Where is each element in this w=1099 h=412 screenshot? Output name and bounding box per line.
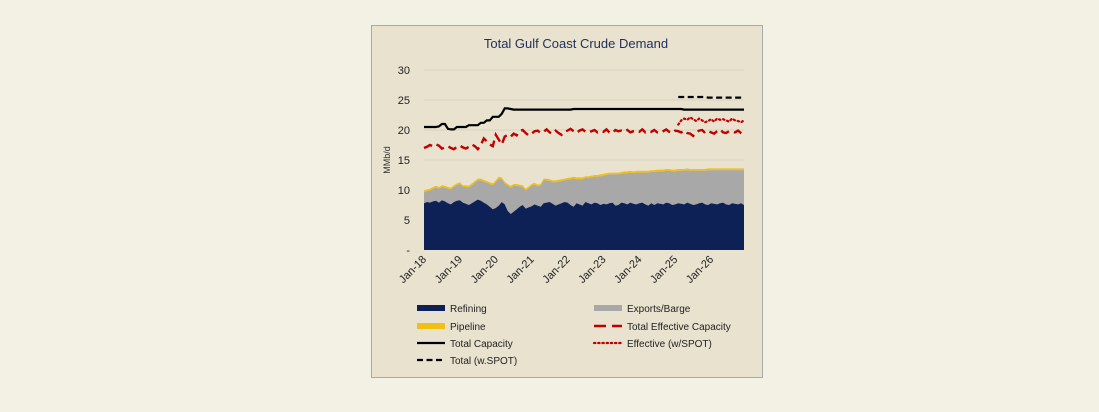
legend-item: Exports/Barge xyxy=(594,304,691,315)
y-tick-label: 25 xyxy=(398,95,410,107)
legend-label: Exports/Barge xyxy=(627,304,691,315)
legend-swatch xyxy=(417,323,445,329)
area-layer xyxy=(424,168,744,250)
legend-item: Total Capacity xyxy=(417,339,513,350)
legend-label: Effective (w/SPOT) xyxy=(627,339,712,350)
y-tick-label: 30 xyxy=(398,65,410,77)
x-tick-label: Jan-25 xyxy=(648,254,680,286)
legend-item: Pipeline xyxy=(417,322,486,333)
legend-label: Refining xyxy=(450,304,487,315)
y-axis-label: MMb/d xyxy=(382,146,392,174)
y-tick-label: 20 xyxy=(398,125,410,137)
x-ticks: Jan-18 Jan-19 Jan-20 Jan-21 Jan-22 Jan-23 Jan-… xyxy=(397,254,716,286)
y-ticks: - 5 10 15 20 25 30 xyxy=(398,65,411,257)
y-tick-label: 5 xyxy=(404,215,410,227)
area-exports-barge xyxy=(424,170,744,214)
x-tick-label: Jan-20 xyxy=(469,254,501,286)
chart-panel: Total Gulf Coast Crude Demand MMb/d - 5 10… xyxy=(371,25,763,378)
legend: Refining Exports/Barge Pipeline Total Effec… xyxy=(417,304,731,367)
line-effective-w-spot- xyxy=(677,116,746,126)
x-tick-label: Jan-19 xyxy=(433,254,465,286)
line-layer xyxy=(423,95,746,152)
chart-title: Total Gulf Coast Crude Demand xyxy=(484,36,668,51)
legend-item: Refining xyxy=(417,304,487,315)
legend-label: Pipeline xyxy=(450,322,486,333)
x-tick-label: Jan-23 xyxy=(576,254,608,286)
legend-item: Effective (w/SPOT) xyxy=(592,339,712,350)
x-tick-label: Jan-26 xyxy=(684,254,716,286)
legend-label: Total Effective Capacity xyxy=(627,322,731,333)
line-total-capacity xyxy=(424,107,744,131)
legend-item: Total Effective Capacity xyxy=(594,322,731,333)
y-tick-label: - xyxy=(406,245,410,257)
legend-item: Total (w.SPOT) xyxy=(417,356,517,367)
legend-swatch xyxy=(417,305,445,311)
y-tick-label: 10 xyxy=(398,185,410,197)
x-tick-label: Jan-21 xyxy=(505,254,537,286)
y-tick-label: 15 xyxy=(398,155,410,167)
legend-swatch xyxy=(594,305,622,311)
x-tick-label: Jan-24 xyxy=(612,254,644,286)
legend-label: Total (w.SPOT) xyxy=(450,356,517,367)
line-total-effective-capacity xyxy=(423,127,745,152)
legend-label: Total Capacity xyxy=(450,339,513,350)
area-refining xyxy=(424,199,744,250)
x-tick-label: Jan-22 xyxy=(540,254,572,286)
x-tick-label: Jan-18 xyxy=(397,254,429,286)
line-total-w-spot- xyxy=(678,95,744,99)
chart-svg: Total Gulf Coast Crude Demand MMb/d - 5 10… xyxy=(382,36,746,367)
